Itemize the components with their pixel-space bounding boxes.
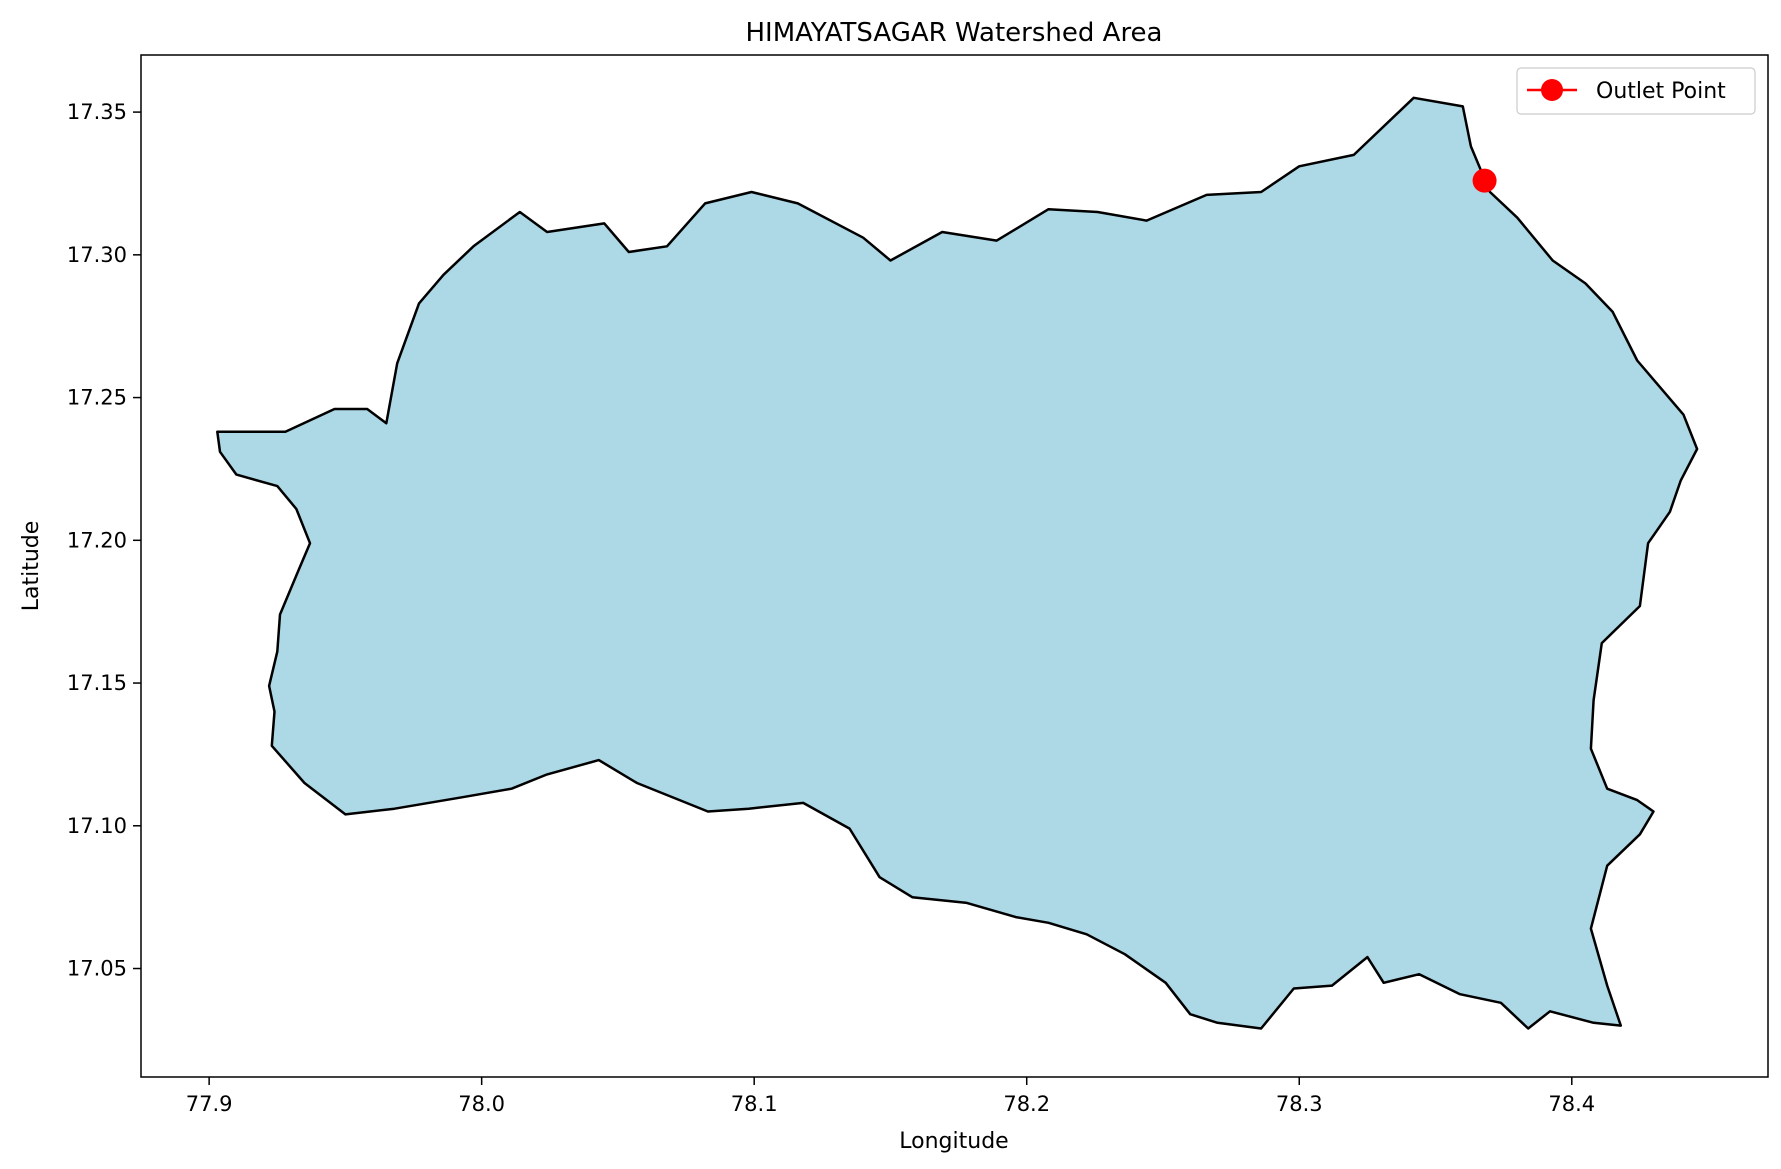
outlet-point-marker (1472, 168, 1497, 193)
plot-area (140, 54, 1769, 1078)
y-axis-label: Latitude (19, 521, 44, 612)
legend: Outlet Point (1516, 67, 1756, 115)
x-tick-label: 78.0 (458, 1092, 505, 1116)
y-tick-label: 17.10 (67, 814, 127, 838)
y-tick-label: 17.25 (67, 386, 127, 410)
y-tick-label: 17.30 (67, 243, 127, 267)
chart-title: HIMAYATSAGAR Watershed Area (746, 18, 1163, 48)
x-tick-label: 78.2 (1003, 1092, 1050, 1116)
y-tick-label: 17.35 (67, 100, 127, 124)
x-axis: 77.9 78.0 78.1 78.2 78.3 78.4 (186, 1077, 1595, 1116)
legend-marker (1541, 79, 1563, 101)
x-tick-label: 78.1 (731, 1092, 778, 1116)
legend-label: Outlet Point (1596, 79, 1726, 104)
legend-box (1516, 67, 1756, 115)
y-tick-label: 17.15 (67, 671, 127, 695)
x-axis-label: Longitude (899, 1129, 1008, 1154)
x-tick-label: 78.3 (1276, 1092, 1323, 1116)
y-axis: 17.05 17.10 17.15 17.20 17.25 17.30 17.35 (67, 100, 141, 981)
outlet-point (1472, 168, 1497, 193)
x-tick-label: 77.9 (186, 1092, 233, 1116)
y-tick-label: 17.20 (67, 528, 127, 552)
x-tick-label: 78.4 (1548, 1092, 1595, 1116)
watershed-polygon (216, 96, 1699, 1030)
y-tick-label: 17.05 (67, 957, 127, 981)
plot-frame (140, 54, 1769, 1078)
